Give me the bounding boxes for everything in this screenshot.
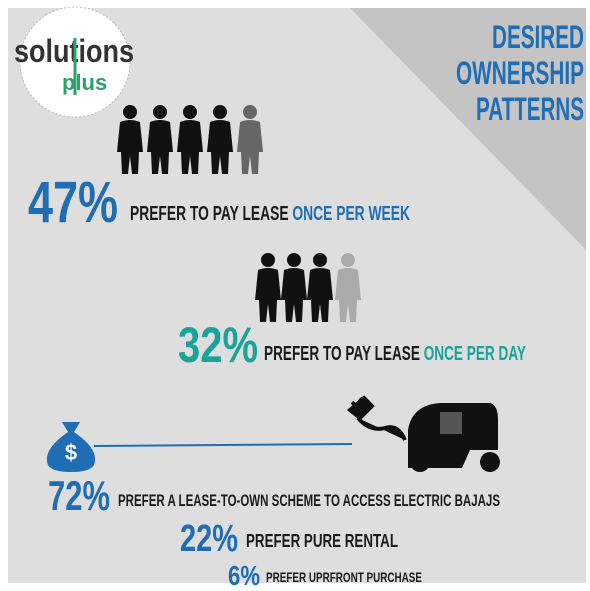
stat-percent: 22% bbox=[180, 518, 238, 560]
stat-percent: 6% bbox=[228, 560, 260, 591]
stat-percent: 32% bbox=[178, 317, 258, 373]
stat-highlight: ONCE PER DAY bbox=[424, 343, 527, 365]
money-bag: $ bbox=[46, 422, 96, 472]
stat-text: PREFER TO PAY LEASE ONCE PER DAY bbox=[264, 343, 526, 365]
stat-percent: 72% bbox=[48, 472, 110, 519]
logo-sub: plus bbox=[62, 70, 107, 95]
bajaj bbox=[408, 403, 500, 472]
stat-label: PREFER TO PAY LEASE bbox=[264, 343, 420, 365]
connector-line bbox=[93, 443, 353, 447]
stat-text: PREFER UPRFRONT PURCHASE bbox=[266, 569, 422, 585]
plug bbox=[346, 395, 407, 441]
corner-triangle bbox=[350, 8, 586, 250]
title-line: PATTERNS bbox=[476, 91, 584, 127]
title-line: DESIRED bbox=[492, 19, 584, 55]
title-line: OWNERSHIP bbox=[456, 55, 584, 91]
stat-label: PREFER TO PAY LEASE bbox=[130, 203, 289, 225]
stat-text: PREFER A LEASE-TO-OWN SCHEME TO ACCESS E… bbox=[118, 491, 500, 510]
money-symbol: $ bbox=[65, 440, 77, 465]
stat-highlight: ONCE PER WEEK bbox=[292, 203, 410, 225]
stat-text: PREFER PURE RENTAL bbox=[246, 531, 398, 551]
stat-text: PREFER TO PAY LEASE ONCE PER WEEK bbox=[130, 203, 410, 225]
stat-percent: 47% bbox=[28, 170, 118, 235]
